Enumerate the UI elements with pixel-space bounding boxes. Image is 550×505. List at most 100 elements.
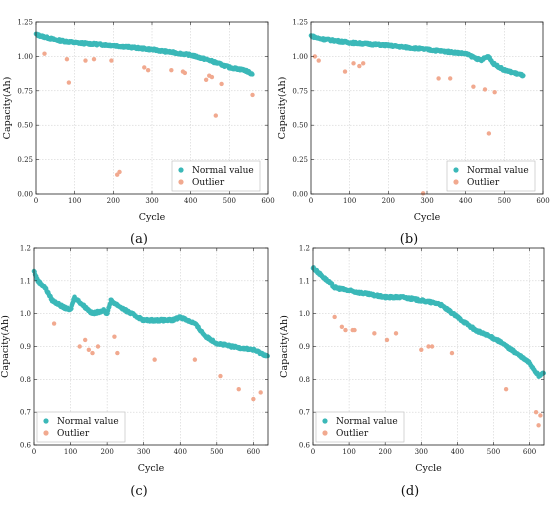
- outlier-points: [42, 51, 255, 177]
- normal-value-points: [308, 33, 526, 79]
- outlier-point: [426, 344, 431, 349]
- y-tick-label: 1.0: [299, 310, 310, 318]
- outlier-point: [142, 65, 147, 70]
- x-tick-label: 300: [415, 448, 428, 456]
- y-tick-label: 0.6: [20, 442, 32, 450]
- outlier-point: [538, 413, 543, 418]
- x-tick-label: 100: [342, 448, 355, 456]
- outlier-point: [219, 81, 224, 87]
- x-axis-label: Cycle: [138, 463, 165, 474]
- y-axis-label: Capacity(Ah): [279, 315, 290, 378]
- y-tick-label: 1.2: [299, 245, 310, 253]
- outlier-point: [343, 327, 348, 333]
- y-tick-label: 1.0: [20, 310, 31, 318]
- outlier-point: [95, 344, 101, 349]
- normal-point: [520, 73, 526, 78]
- outlier-point: [112, 334, 117, 339]
- legend-marker-outlier: [322, 430, 328, 436]
- x-tick-label: 100: [68, 197, 81, 205]
- outlier-point: [258, 390, 263, 395]
- legend-box: [171, 160, 261, 192]
- outlier-point: [486, 131, 492, 136]
- x-tick-label: 400: [459, 197, 472, 205]
- normal-value-points: [33, 31, 255, 77]
- outlier-point: [420, 191, 426, 196]
- chart-panel-3: 0 100 200 300 400 500 600 0.6 0.7 0.8 0.9 1.0 1.1 1.2…: [0, 245, 270, 499]
- outlier-point: [351, 61, 356, 66]
- y-tick-label: 0.9: [20, 343, 31, 351]
- outlier-point: [533, 409, 539, 415]
- legend-label-normal: Normal value: [467, 166, 529, 176]
- chart-panel-4: 0 100 200 300 400 500 600 0.6 0.7 0.8 0.9 1.0 1.1 1.2…: [279, 245, 546, 499]
- y-tick-label: 1.00: [292, 53, 308, 61]
- y-tick-label: 0.25: [17, 156, 33, 164]
- legend-label-outlier: Outlier: [192, 178, 225, 188]
- y-tick-label: 0.75: [17, 87, 33, 95]
- x-tick-label: 600: [523, 448, 536, 456]
- chart-panel-2: 0 100 200 300 400 500 600 0.00 0.25 0.50 0.75 1.00 1…: [277, 19, 550, 248]
- outlier-point: [152, 357, 157, 362]
- legend-marker-normal: [43, 418, 49, 424]
- outlier-point: [251, 396, 256, 402]
- y-tick-label: 0.8: [20, 376, 31, 384]
- legend-label-normal: Normal value: [336, 417, 398, 427]
- legend-marker-normal: [178, 167, 184, 173]
- outlier-point: [471, 84, 476, 89]
- panel-label: (b): [400, 232, 418, 247]
- outlier-point: [169, 67, 174, 73]
- outlier-point: [332, 314, 337, 320]
- legend-label-outlier: Outlier: [57, 429, 90, 439]
- x-tick-label: 200: [382, 197, 395, 205]
- outlier-point: [77, 344, 82, 349]
- panel-label: (d): [401, 484, 419, 499]
- y-axis-label: Capacity(Ah): [0, 315, 11, 378]
- outlier-point: [250, 92, 255, 98]
- y-axis-label: Capacity(Ah): [277, 77, 288, 140]
- legend-marker-outlier: [43, 430, 49, 436]
- x-axis-label: Cycle: [139, 212, 166, 223]
- x-tick-label: 200: [100, 448, 113, 456]
- legend-marker-outlier: [178, 179, 184, 185]
- outlier-point: [384, 337, 390, 343]
- outlier-point: [482, 87, 488, 92]
- x-axis-label: Cycle: [414, 212, 441, 223]
- y-tick-label: 1.1: [20, 277, 31, 285]
- x-tick-label: 400: [451, 448, 464, 456]
- y-tick-label: 0.00: [17, 191, 33, 199]
- y-axis-label: Capacity(Ah): [2, 77, 13, 140]
- normal-value-points: [310, 265, 546, 379]
- y-tick-label: 1.1: [299, 277, 310, 285]
- outlier-point: [503, 386, 509, 392]
- outlier-point: [492, 89, 497, 95]
- x-tick-label: 500: [487, 448, 500, 456]
- x-tick-label: 300: [137, 448, 150, 456]
- legend-marker-normal: [322, 418, 328, 424]
- legend: Normal value Outlier: [36, 411, 126, 443]
- outlier-point: [192, 357, 198, 362]
- outlier-point: [352, 327, 357, 333]
- legend-label-normal: Normal value: [57, 417, 119, 427]
- outlier-point: [83, 58, 88, 63]
- y-tick-label: 0.25: [292, 156, 308, 164]
- outlier-point: [449, 350, 455, 356]
- y-tick-label: 1.25: [292, 19, 308, 27]
- legend-label-outlier: Outlier: [467, 178, 500, 188]
- outlier-point: [86, 347, 92, 352]
- y-tick-label: 0.50: [292, 122, 308, 130]
- outlier-point: [536, 423, 541, 428]
- outlier-point: [64, 56, 70, 62]
- x-tick-label: 0: [309, 197, 313, 205]
- x-tick-label: 600: [247, 448, 260, 456]
- outlier-point: [357, 63, 362, 69]
- y-tick-label: 0.00: [292, 191, 308, 199]
- x-tick-label: 600: [261, 197, 274, 205]
- legend-marker-normal: [453, 167, 459, 173]
- outlier-point: [342, 69, 348, 74]
- y-tick-label: 0.50: [17, 122, 33, 130]
- outlier-points: [332, 314, 543, 428]
- outlier-point: [419, 347, 424, 352]
- y-tick-label: 1.2: [20, 245, 31, 253]
- outlier-point: [429, 344, 435, 349]
- outlier-point: [312, 54, 318, 59]
